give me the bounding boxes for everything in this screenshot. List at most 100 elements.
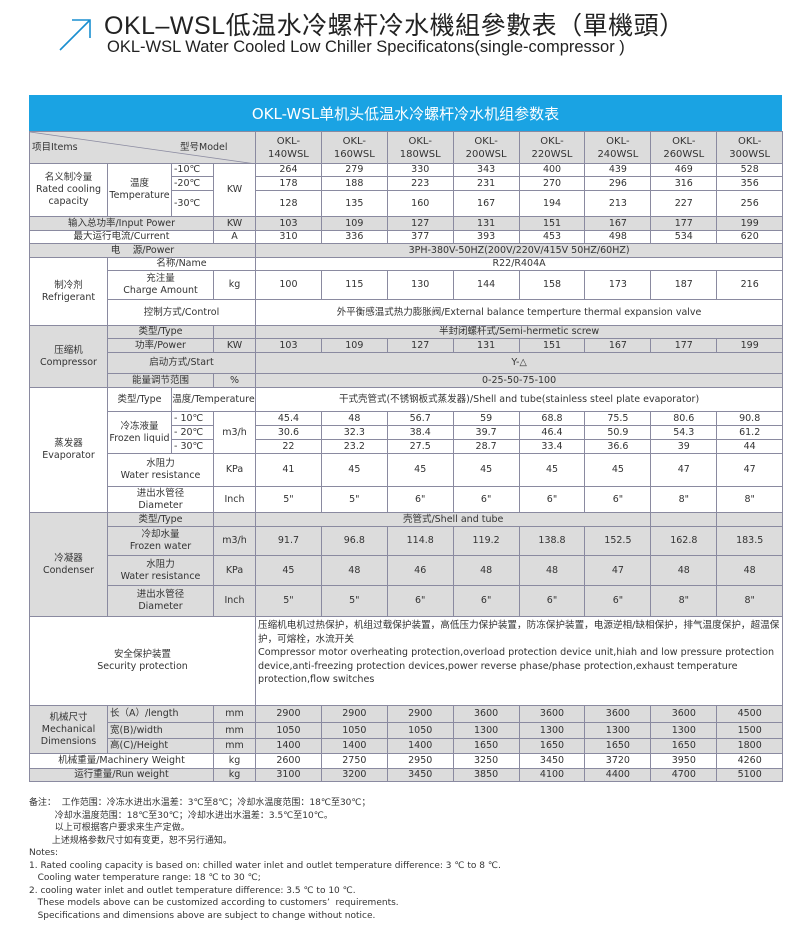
value-cell: 22 xyxy=(255,439,322,454)
value-cell: 3600 xyxy=(584,705,652,723)
input-power-label: 输入总功率/Input Power xyxy=(29,216,214,231)
model-label: 型号Model xyxy=(180,142,228,153)
note-line: 备注： 工作范围：冷冻水进出水温差：3℃至8℃；冷却水温度范围：18℃至30℃； xyxy=(29,798,371,808)
value-cell: 216 xyxy=(716,270,784,300)
items-label: 项目Items xyxy=(32,142,78,153)
value-cell: 4260 xyxy=(716,753,784,769)
height-label: 高(C)/Height xyxy=(107,738,214,754)
control-value: 外平衡感温式热力膨胀阀/External balance temperture … xyxy=(254,299,784,326)
value-cell: 1300 xyxy=(518,722,586,739)
start-value: Y-△ xyxy=(254,352,784,374)
table-banner: OKL-WSL单机头低温水冷螺杆冷水机组参数表 xyxy=(29,95,782,131)
value-cell: 151 xyxy=(518,338,586,353)
cond-resistance-label: 水阻力 Water resistance xyxy=(107,555,214,586)
compressor-label: 压缩机 Compressor xyxy=(29,325,108,388)
value-cell: 45 xyxy=(452,453,520,487)
value-cell: 188 xyxy=(320,176,388,191)
value-cell: 3100 xyxy=(255,768,322,782)
note-line: 上述规格参数尺寸如有变更，恕不另行通知。 xyxy=(29,835,232,846)
value-cell: 45 xyxy=(320,453,388,487)
evap-diameter-label: 进出水管径 Diameter xyxy=(107,486,214,513)
value-cell: 114.8 xyxy=(386,526,454,556)
value-cell: 1300 xyxy=(452,722,520,739)
value-cell: 167 xyxy=(584,338,652,353)
value-cell: 453 xyxy=(518,230,586,244)
value-cell: 8" xyxy=(650,486,718,513)
value-cell: 400 xyxy=(518,163,586,177)
spec-table: 项目Items 型号Model OKL- 140WSL OKL- 160WSL OK… xyxy=(29,131,784,782)
machinery-weight-label: 机械重量/Machinery Weight xyxy=(29,753,214,769)
note-line: Notes: xyxy=(29,848,59,858)
value-cell: 270 xyxy=(518,176,586,191)
value-cell: 61.2 xyxy=(716,425,784,440)
value-cell: 316 xyxy=(650,176,718,191)
value-cell: 75.5 xyxy=(584,411,652,426)
value-cell: 56.7 xyxy=(386,411,454,426)
value-cell: 336 xyxy=(320,230,388,244)
value-cell: 296 xyxy=(584,176,652,191)
value-cell: 100 xyxy=(255,270,322,300)
value-cell: 91.7 xyxy=(255,526,322,556)
value-cell: 2900 xyxy=(386,705,454,723)
unit: A xyxy=(213,230,256,244)
value-cell: 199 xyxy=(716,216,784,231)
unit: KPa xyxy=(213,453,256,487)
value-cell: 39 xyxy=(650,439,718,454)
value-cell: 256 xyxy=(716,190,784,217)
value-cell: 1650 xyxy=(452,738,520,754)
dimensions-label: 机械尺寸 Mechanical Dimensions xyxy=(29,705,108,754)
cond-type-value: 壳管式/Shell and tube xyxy=(254,512,652,527)
value-cell: 152.5 xyxy=(584,526,652,556)
value-cell: 223 xyxy=(386,176,454,191)
value-cell: 498 xyxy=(584,230,652,244)
value-cell: 48 xyxy=(716,555,784,586)
frozen-liquid-label: 冷冻液量 Frozen liquid xyxy=(107,411,172,454)
value-cell: 127 xyxy=(386,216,454,231)
value-cell: 199 xyxy=(716,338,784,353)
value-cell: 5100 xyxy=(716,768,784,782)
refrigerant-name-value: R22/R404A xyxy=(254,257,784,271)
value-cell: 27.5 xyxy=(386,439,454,454)
value-cell: 47 xyxy=(584,555,652,586)
value-cell: 144 xyxy=(452,270,520,300)
unit: KPa xyxy=(213,555,256,586)
unit: m3/h xyxy=(213,526,256,556)
value-cell: 115 xyxy=(320,270,388,300)
value-cell: 310 xyxy=(255,230,322,244)
value-cell: 46.4 xyxy=(518,425,586,440)
value-cell: 177 xyxy=(650,338,718,353)
value-cell: 183.5 xyxy=(716,526,784,556)
value-cell: 45 xyxy=(518,453,586,487)
value-cell: 4100 xyxy=(518,768,586,782)
value-cell: 160 xyxy=(386,190,454,217)
unit: mm xyxy=(213,705,256,723)
value-cell: 2600 xyxy=(255,753,322,769)
value-cell: 3450 xyxy=(386,768,454,782)
unit: mm xyxy=(213,738,256,754)
value-cell: 1050 xyxy=(255,722,322,739)
value-cell: 356 xyxy=(716,176,784,191)
value-cell: 48 xyxy=(518,555,586,586)
current-label: 最大运行电流/Current xyxy=(29,230,214,244)
value-cell: 1650 xyxy=(584,738,652,754)
header-row: 项目Items 型号Model OKL- 140WSL OKL- 160WSL OK… xyxy=(29,131,784,164)
value-cell: 2900 xyxy=(255,705,322,723)
value-cell: 1400 xyxy=(386,738,454,754)
value-cell: 28.7 xyxy=(452,439,520,454)
temp-10: - 10℃ xyxy=(171,411,214,426)
value-cell: 36.6 xyxy=(584,439,652,454)
value-cell: 23.2 xyxy=(320,439,388,454)
page-title: OKL–WSL低温水冷螺杆冷水機組參數表（單機頭） xyxy=(104,12,685,40)
value-cell: 620 xyxy=(716,230,784,244)
unit: kg xyxy=(213,270,256,300)
value-cell: 90.8 xyxy=(716,411,784,426)
run-weight-label: 运行重量/Run weight xyxy=(29,768,214,782)
value-cell: 1800 xyxy=(716,738,784,754)
value-cell: 1300 xyxy=(584,722,652,739)
power-label: 电 源/Power xyxy=(29,243,256,258)
value-cell: 6" xyxy=(584,486,652,513)
model-header: OKL- 220WSL xyxy=(518,131,586,164)
value-cell: 47 xyxy=(716,453,784,487)
energy-value: 0-25-50-75-100 xyxy=(254,373,784,388)
value-cell: 439 xyxy=(584,163,652,177)
